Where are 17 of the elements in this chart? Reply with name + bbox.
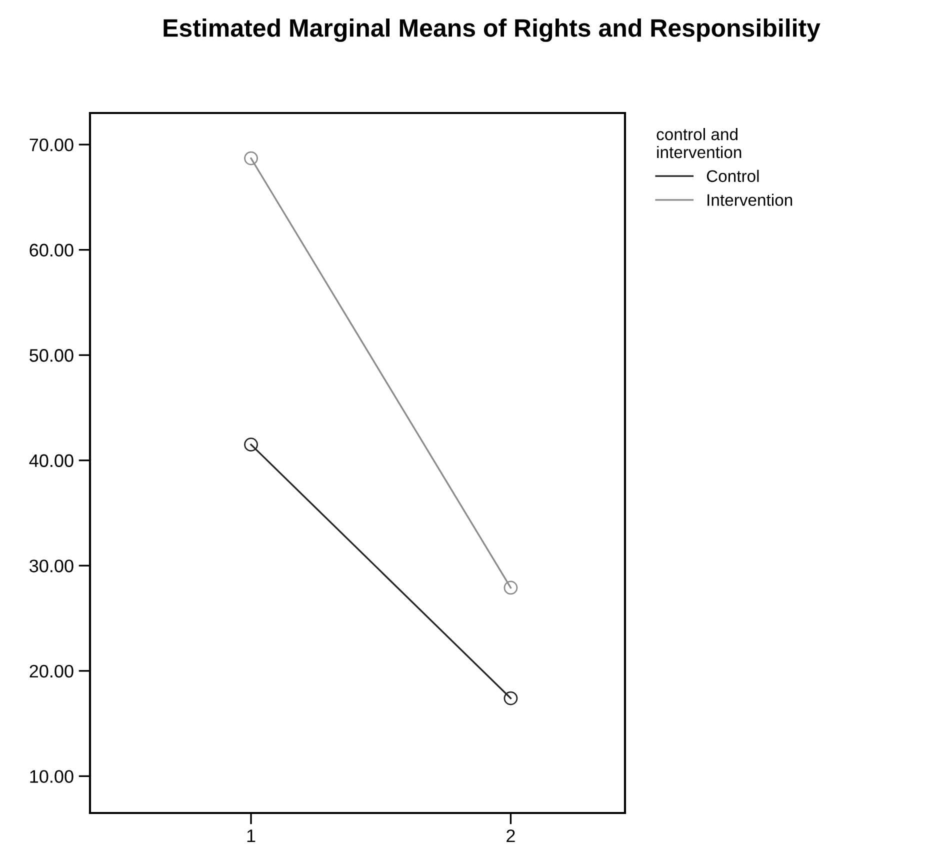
y-tick-label: 70.00 — [30, 138, 74, 152]
point — [244, 151, 258, 166]
x-tick-label: 2 — [506, 829, 515, 842]
point — [504, 691, 518, 706]
point — [244, 438, 258, 452]
y-tick-label: 40.00 — [29, 454, 74, 468]
point — [504, 580, 518, 595]
legend-label: Intervention — [708, 194, 792, 206]
y-tick-label: 10.00 — [30, 770, 74, 783]
y-tick-label: 50.00 — [30, 349, 74, 362]
legend-title: control and intervention — [656, 128, 742, 158]
chart-title: Estimated Marginal Means of Rights and Responsibility — [164, 18, 820, 42]
legend-label: Control — [706, 170, 759, 182]
y-tick-label: 60.00 — [30, 244, 74, 257]
y-tick-label: 30.00 — [30, 560, 74, 572]
x-tick-label: 1 — [247, 830, 256, 842]
y-tick-label: 20.00 — [30, 664, 74, 678]
